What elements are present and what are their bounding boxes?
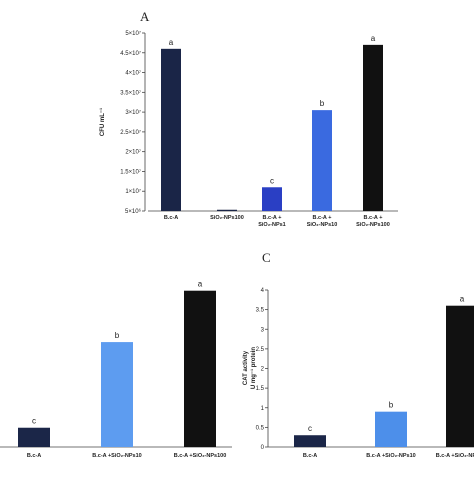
chart-c: 0 0.5 1 1.5 2 2.5 3 3.5 4 CAT activity U mg⁻¹ prot… [243,288,474,459]
significance-label: a [198,280,203,289]
panel-a-letter: A [140,9,150,24]
y-tick-label: 3×10⁷ [125,109,141,116]
y-tick-label: 1.5 [256,386,265,392]
y-tick-label: 0.5 [256,425,265,431]
category-label: SiO₂-NPs100 [210,215,244,221]
panel-c-letter: C [262,250,271,265]
category-label: B.c-A +SiO₂-NPs100 [356,215,390,228]
y-tick-label: 1×10⁷ [125,188,141,195]
significance-label: a [169,38,174,47]
y-tick-label: 5×10⁷ [125,30,141,37]
category-label-line: B.c-A + [263,215,282,221]
y-tick-label: 2.5 [256,347,265,353]
significance-label: a [460,295,465,304]
bar [363,44,383,211]
bar [312,110,332,211]
category-label: B.c-A +SiO₂-NPs10 [92,453,141,459]
y-tick-label: 5×10⁶ [125,208,142,215]
y-axis-title: CFU mL⁻¹ [99,108,106,136]
y-axis-title-unit: U mg⁻¹ protein [250,347,257,389]
significance-label: a [371,34,376,43]
y-tick-label: 3 [261,327,265,333]
category-label-line: SiO₂-NPs1 [258,222,286,228]
y-tick-label: 2.5×10⁷ [120,129,141,136]
category-label: B.c-A +SiO₂-NPs10 [307,215,338,228]
y-tick-label: 1 [261,406,265,412]
significance-label: b [115,331,120,340]
bar [161,48,181,212]
category-label-line: SiO₂-NPs100 [356,222,390,228]
y-tick-label: 2×10⁷ [125,149,141,156]
category-label-line: B.c-A + [313,215,332,221]
bar [294,435,326,447]
category-label: B.c-A +SiO₂-NPs100 [174,453,227,459]
y-tick-label: 2 [261,367,265,373]
significance-label: c [32,417,36,426]
y-tick-label: 1.5×10⁷ [120,168,141,175]
category-label-line: SiO₂-NPs10 [307,222,338,228]
chart-b: c B.c-A b B.c-A +SiO₂-NPs10 a B.c-A +SiO₂-NPs… [0,280,232,459]
category-label: B.c-A [164,215,178,221]
y-tick-label: 4×10⁷ [125,70,141,77]
bar [184,290,216,447]
bar [262,187,282,211]
y-tick-label: 4 [261,288,265,294]
significance-label: b [320,99,325,108]
chart-a: 5×10⁶ 1×10⁷ 1.5×10⁷ 2×10⁷ 2.5×10⁷ 3×10⁷ 3.5×10… [99,30,398,228]
category-label: B.c-A [303,453,317,459]
significance-label: b [389,401,394,410]
significance-label: c [308,424,312,433]
y-tick-label: 0 [261,445,265,451]
significance-label: c [270,176,274,185]
y-tick-label: 3.5 [256,308,265,314]
category-label: B.c-A + SiO₂-NPs1 [258,215,286,228]
category-label: B.c-A [27,453,41,459]
bar [18,427,50,447]
y-tick-label: 3.5×10⁷ [120,89,141,96]
y-axis-title: CAT activity [243,350,249,385]
category-label: B.c-A +SiO₂-NPs100 [436,453,474,459]
bar [101,342,133,447]
y-tick-label: 4.5×10⁷ [120,50,141,57]
category-label: B.c-A +SiO₂-NPs10 [366,453,415,459]
bar [446,305,474,447]
category-label-line: B.c-A + [364,215,383,221]
bar [375,411,407,447]
